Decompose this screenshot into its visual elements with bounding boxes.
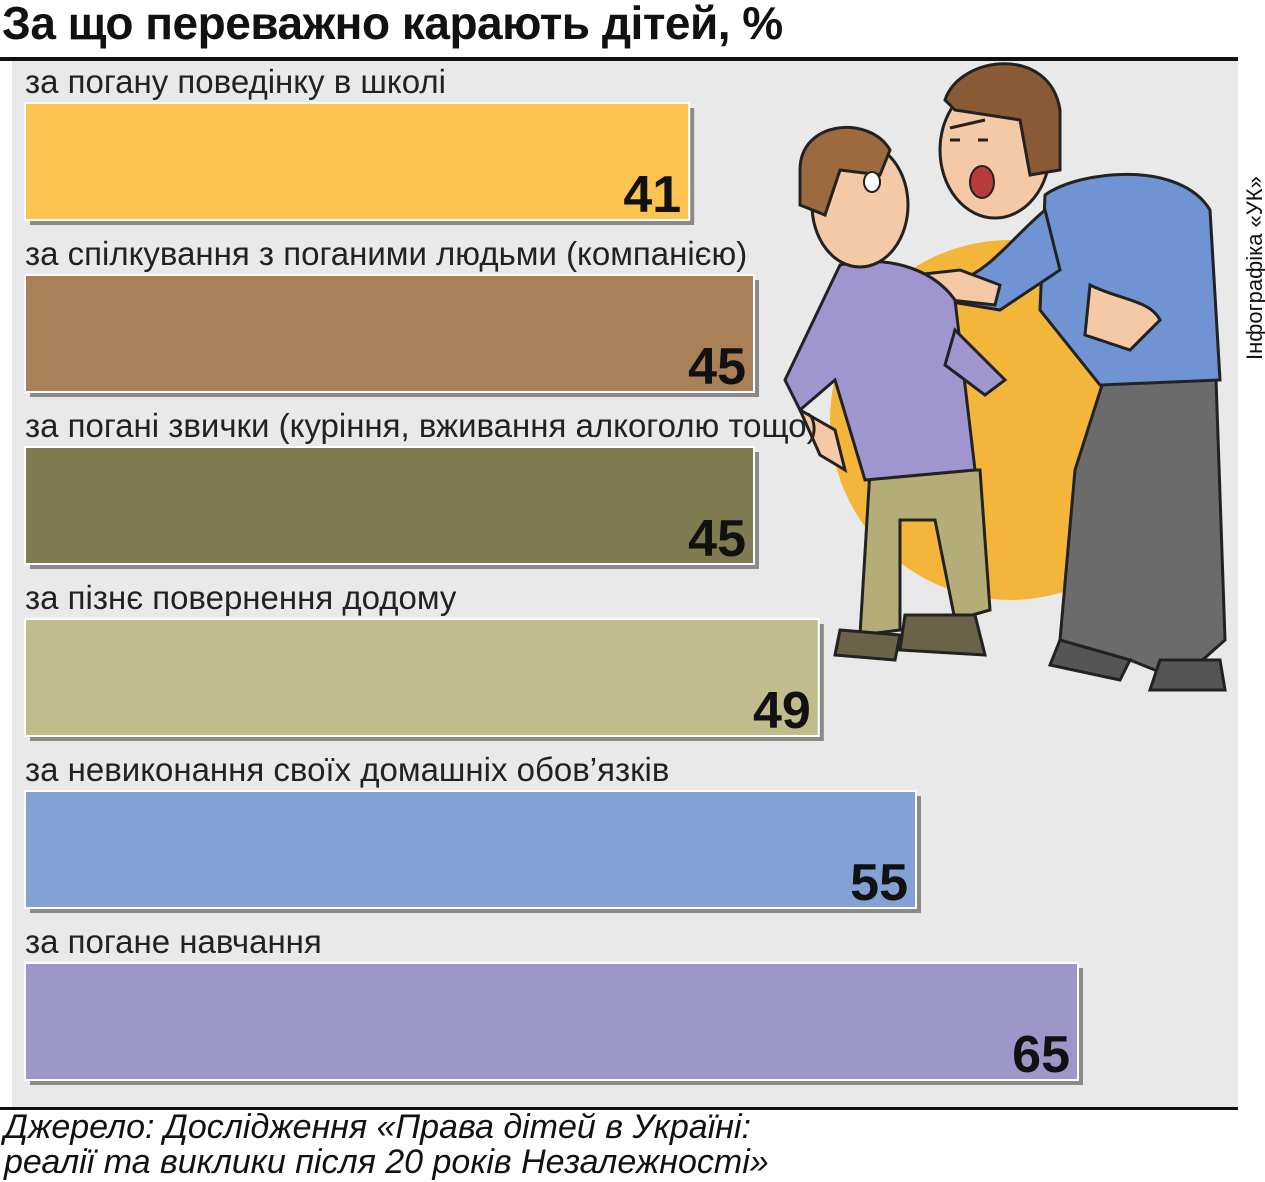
source-line-2: реалії та виклики після 20 років Незалеж… xyxy=(4,1143,769,1181)
boy-figure xyxy=(783,126,1008,662)
angry-father-scolding-boy-illustration xyxy=(783,62,1227,692)
value-label: 41 xyxy=(623,166,681,224)
bar xyxy=(24,102,691,221)
bar xyxy=(24,618,820,737)
category-label: за невиконання своїх домашніх обов’язків xyxy=(25,751,669,788)
bars-group: за погану поведінку в школі 41 за спілкува… xyxy=(24,63,1083,1085)
category-label: за погані звички (куріння, вживання алко… xyxy=(25,407,818,444)
category-label: за погану поведінку в школі xyxy=(25,63,446,100)
category-label: за спілкування з поганими людьми (компан… xyxy=(25,235,747,272)
value-label: 45 xyxy=(688,338,746,396)
value-label: 49 xyxy=(753,682,811,740)
bar xyxy=(24,446,755,565)
bar xyxy=(24,962,1079,1081)
category-label: за погане навчання xyxy=(25,923,322,960)
source-line-1: Джерело: Дослідження «Права дітей в Укра… xyxy=(4,1108,751,1146)
bar xyxy=(24,790,917,909)
source-note: Джерело: Дослідження «Права дітей в Укра… xyxy=(4,1110,769,1180)
bottom-rule xyxy=(0,1107,1238,1110)
father-figure xyxy=(913,62,1227,692)
chart-title: За що переважно карають дітей, % xyxy=(2,0,783,49)
value-label: 55 xyxy=(850,854,908,912)
category-label: за пізнє повернення додому xyxy=(25,579,457,616)
value-label: 45 xyxy=(688,510,746,568)
value-label: 65 xyxy=(1012,1026,1070,1084)
bar xyxy=(24,274,755,393)
title-rule xyxy=(0,57,1238,61)
